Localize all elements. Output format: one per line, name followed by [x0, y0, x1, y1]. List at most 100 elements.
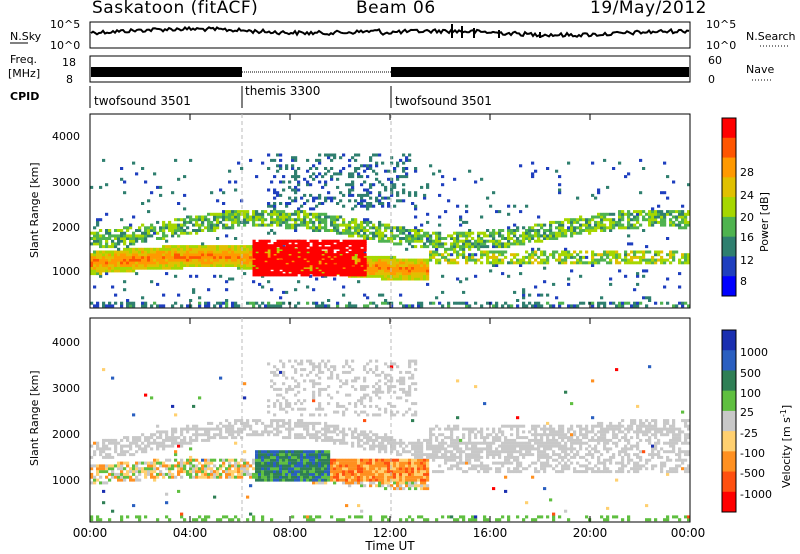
power-pixel [579, 255, 583, 259]
power-pixel [201, 258, 205, 262]
velocity-pixel [390, 441, 394, 445]
power-pixel [186, 231, 190, 235]
velocity-pixel [318, 402, 322, 406]
power-pixel [99, 242, 103, 246]
power-pixel [321, 255, 325, 259]
power-pixel [267, 257, 271, 261]
velocity-pixel [252, 430, 256, 434]
velocity-pixel [384, 470, 388, 474]
power-pixel [132, 237, 136, 240]
power-pixel [447, 253, 451, 257]
velocity-pixel [309, 455, 313, 459]
velocity-pixel [192, 475, 196, 479]
velocity-pixel [132, 436, 136, 440]
power-pixel [660, 218, 664, 222]
power-pixel [168, 253, 172, 257]
velocity-pixel [372, 441, 376, 445]
power-pixel [222, 258, 226, 262]
power-pixel [582, 261, 586, 265]
power-pixel [159, 253, 163, 257]
velocity-pixel [273, 387, 277, 391]
power-pixel [93, 266, 97, 270]
power-pixel [276, 193, 280, 197]
power-pixel [321, 185, 325, 189]
power-pixel [501, 258, 505, 262]
velocity-pixel [369, 464, 373, 468]
power-pixel [189, 220, 193, 224]
power-pixel [306, 220, 310, 224]
power-pixel [582, 301, 586, 305]
noise-left-label: N.Sky [10, 30, 42, 43]
power-pixel [306, 301, 310, 305]
power-pixel [273, 204, 277, 208]
velocity-pixel [258, 472, 262, 476]
power-pixel [663, 191, 667, 195]
power-pixel [507, 234, 511, 238]
velocity-pixel [279, 478, 283, 482]
power-pixel [675, 223, 679, 227]
power-pixel [465, 231, 469, 235]
power-pixel [624, 258, 628, 262]
power-pixel [426, 239, 430, 243]
velocity-pixel [96, 478, 100, 482]
velocity-pixel [228, 467, 232, 471]
power-pixel [600, 215, 604, 219]
power-pixel [243, 215, 247, 219]
power-pixel [186, 258, 190, 262]
power-pixel [105, 253, 109, 257]
power-pixel [531, 229, 535, 232]
power-pixel [93, 239, 97, 243]
power-pixel [537, 247, 541, 251]
power-pixel [225, 223, 229, 227]
power-pixel [393, 258, 397, 262]
power-pixel [117, 242, 121, 246]
power-pixel [171, 250, 175, 254]
power-pixel [174, 253, 178, 257]
velocity-pixel [282, 365, 286, 369]
power-pixel [465, 255, 469, 259]
velocity-pixel [243, 396, 247, 400]
power-pixel [543, 266, 547, 270]
power-pixel [381, 234, 385, 238]
velocity-pixel [102, 481, 106, 485]
power-pixel [174, 226, 178, 230]
power-pixel [381, 202, 385, 205]
power-pixel [102, 269, 106, 273]
power-pixel [303, 242, 307, 245]
power-pixel [201, 264, 205, 267]
velocity-pixel [258, 455, 262, 459]
power-pixel [198, 229, 202, 232]
power-pixel [198, 296, 202, 300]
power-pixel [510, 304, 514, 308]
power-pixel [570, 218, 574, 222]
power-pixel [291, 199, 295, 203]
power-pixel [528, 258, 532, 262]
power-pixel [165, 226, 169, 230]
power-pixel [336, 257, 340, 261]
velocity-pixel [309, 458, 313, 462]
power-pixel [141, 301, 145, 305]
power-pixel [225, 250, 229, 254]
velocity-pixel [96, 470, 100, 474]
power-pixel [255, 248, 259, 252]
power-pixel [318, 158, 322, 162]
velocity-pixel [354, 458, 358, 462]
power-pixel [297, 280, 301, 284]
power-pixel [564, 250, 568, 254]
velocity-pixel [282, 467, 286, 471]
power-pixel [300, 204, 304, 208]
velocity-pixel [315, 475, 319, 479]
power-pixel [366, 269, 370, 273]
power-pixel [348, 273, 352, 277]
velocity-pixel [294, 370, 298, 374]
power-pixel [285, 223, 289, 227]
power-pixel [681, 220, 685, 224]
velocity-pixel [90, 472, 94, 476]
velocity-pixel [318, 407, 322, 411]
power-pixel [426, 183, 430, 187]
velocity-pixel [165, 444, 169, 448]
power-pixel [324, 250, 328, 254]
power-pixel [504, 245, 508, 249]
power-pixel [312, 244, 316, 248]
power-pixel [150, 250, 154, 254]
